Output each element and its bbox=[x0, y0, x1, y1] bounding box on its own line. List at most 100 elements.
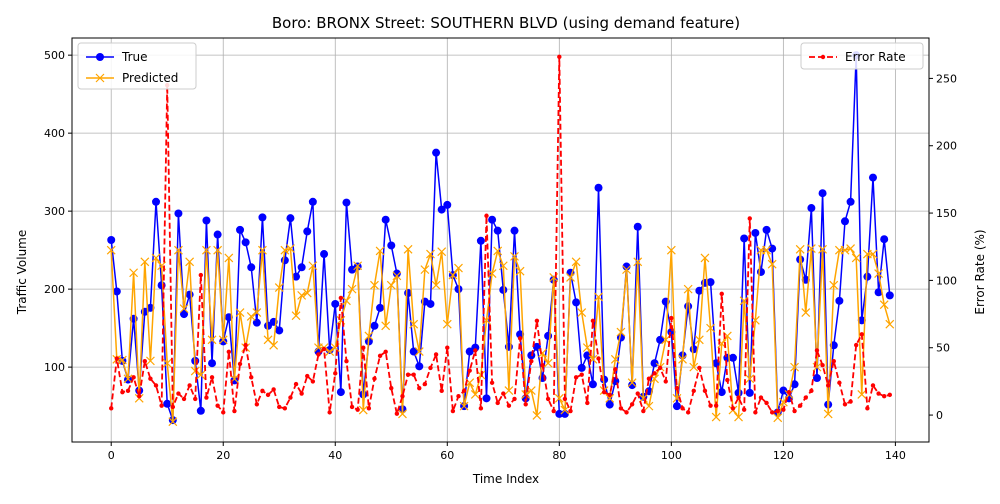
error-rate-point bbox=[741, 407, 747, 412]
error-rate-point bbox=[489, 380, 495, 385]
error-rate-point bbox=[288, 395, 293, 400]
true-point bbox=[196, 406, 205, 415]
y2-tick-label: 0 bbox=[936, 409, 943, 422]
true-point bbox=[812, 374, 821, 383]
error-rate-line bbox=[110, 55, 890, 415]
error-rate-point bbox=[870, 383, 876, 388]
error-rate-point bbox=[512, 396, 517, 402]
true-point bbox=[488, 215, 497, 224]
y2-axis-label: Error Rate (%) bbox=[973, 229, 987, 314]
true-point bbox=[868, 173, 877, 182]
error-rate-point bbox=[848, 399, 853, 404]
error-rate-point bbox=[467, 368, 472, 373]
error-rate-point bbox=[803, 395, 808, 400]
error-rate-point bbox=[226, 349, 232, 354]
true-point bbox=[482, 394, 491, 403]
error-rate-point bbox=[478, 406, 484, 411]
predicted-point bbox=[218, 335, 228, 345]
error-rate-point bbox=[635, 391, 640, 396]
predicted-point bbox=[605, 393, 615, 403]
error-rate-point bbox=[417, 385, 422, 391]
error-rate-point bbox=[881, 394, 887, 399]
predicted-point bbox=[252, 308, 262, 317]
legend-layer: True Predicted Error Rate bbox=[77, 42, 924, 90]
predicted-point bbox=[745, 374, 755, 384]
error-rate-point bbox=[736, 395, 741, 400]
y-tick-label: 500 bbox=[44, 49, 65, 62]
error-rate-point bbox=[405, 372, 411, 377]
true-point bbox=[762, 225, 771, 234]
true-point bbox=[745, 388, 754, 397]
error-rate-point bbox=[293, 381, 299, 387]
true-point bbox=[656, 335, 665, 344]
error-rate-point bbox=[187, 383, 192, 388]
true-point bbox=[779, 386, 788, 395]
error-rate-point bbox=[310, 379, 316, 384]
predicted-point bbox=[286, 244, 295, 254]
error-rate-point bbox=[282, 406, 288, 411]
x-tick-label: 0 bbox=[108, 449, 115, 462]
error-rate-point bbox=[697, 365, 702, 371]
predicted-point bbox=[874, 269, 884, 278]
true-point bbox=[628, 381, 637, 390]
error-rate-point bbox=[473, 348, 478, 353]
error-rate-point bbox=[153, 383, 159, 388]
predicted-point bbox=[123, 374, 133, 384]
error-rate-point bbox=[551, 408, 556, 414]
error-rate-point bbox=[445, 345, 450, 350]
true-point bbox=[163, 399, 172, 408]
true-point bbox=[247, 263, 256, 272]
predicted-point bbox=[846, 244, 856, 254]
predicted-point bbox=[571, 257, 581, 267]
error-rate-series bbox=[109, 54, 892, 416]
error-rate-point bbox=[321, 346, 327, 352]
true-point bbox=[112, 287, 121, 296]
predicted-point bbox=[381, 321, 391, 331]
true-point bbox=[208, 359, 217, 368]
predicted-point bbox=[734, 412, 743, 422]
predicted-point bbox=[414, 347, 424, 356]
predicted-point bbox=[213, 245, 223, 255]
error-rate-point bbox=[193, 396, 198, 402]
predicted-point bbox=[566, 273, 575, 282]
true-point bbox=[476, 236, 485, 245]
true-point bbox=[331, 299, 340, 308]
error-rate-point bbox=[775, 408, 780, 414]
error-rate-point bbox=[271, 387, 276, 392]
error-rate-point bbox=[837, 380, 842, 385]
true-point bbox=[863, 272, 872, 281]
y2-tick-label: 150 bbox=[936, 207, 957, 220]
predicted-point bbox=[291, 311, 301, 321]
error-rate-point bbox=[433, 352, 439, 357]
error-rate-point bbox=[590, 318, 596, 323]
true-point bbox=[443, 200, 452, 209]
predicted-point bbox=[302, 288, 312, 298]
true-point bbox=[751, 228, 760, 237]
true-point bbox=[807, 204, 816, 213]
error-rate-point bbox=[461, 388, 467, 394]
predicted-point bbox=[442, 319, 452, 329]
error-rate-point bbox=[545, 396, 551, 402]
predicted-point bbox=[246, 312, 256, 321]
predicted-point bbox=[879, 300, 889, 310]
error-rate-point bbox=[747, 216, 752, 221]
predicted-point bbox=[644, 401, 654, 411]
true-point bbox=[381, 215, 390, 224]
predicted-legend-marker bbox=[95, 73, 105, 83]
predicted-legend-label: Predicted bbox=[122, 71, 178, 85]
error-rate-point bbox=[529, 359, 534, 364]
predicted-point bbox=[622, 265, 631, 275]
legend-right: Error Rate bbox=[800, 42, 924, 70]
error-rate-point bbox=[148, 376, 153, 381]
error-rate-point bbox=[389, 385, 394, 391]
true-point bbox=[756, 267, 765, 276]
error-rate-point bbox=[825, 383, 831, 388]
error-rate-point bbox=[517, 336, 523, 341]
true-legend-label: True bbox=[121, 50, 148, 64]
error-rate-point bbox=[114, 356, 120, 361]
true-point bbox=[516, 330, 525, 339]
predicted-point bbox=[179, 304, 189, 314]
predicted-series bbox=[106, 244, 895, 427]
true-point bbox=[202, 216, 211, 225]
